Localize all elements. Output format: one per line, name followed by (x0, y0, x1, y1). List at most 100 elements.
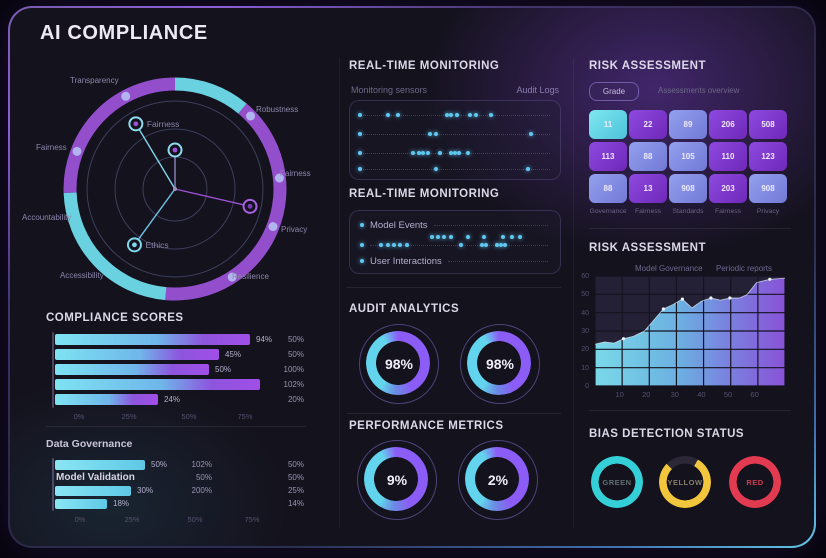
row-bullet-icon (360, 243, 364, 247)
audit-gauge: 98% (460, 324, 540, 404)
event-dot (358, 151, 363, 155)
scatter-row-line (360, 134, 550, 135)
section-divider (347, 413, 561, 414)
monitoring-heading-2: REAL-TIME MONITORING (349, 188, 500, 200)
risk-column-label: Fairness (634, 208, 662, 215)
compliance-y-axis (52, 332, 54, 408)
governance-y-axis (52, 458, 54, 511)
compliance-bar (55, 334, 250, 345)
monitoring-heading-1: REAL-TIME MONITORING (349, 60, 500, 72)
risk-tile[interactable]: 908 (749, 174, 787, 203)
event-dot (398, 243, 403, 247)
area-x-tick: 10 (615, 390, 624, 399)
risk-tile[interactable]: 113 (589, 142, 627, 171)
performance-gauge: 2% (458, 440, 538, 520)
scatter-row-line (360, 169, 550, 170)
audit-logs-link[interactable]: Audit Logs (516, 85, 559, 95)
compliance-bar (55, 364, 209, 375)
risk-column-label: Fairness (714, 208, 742, 215)
event-dot (379, 243, 384, 247)
compliance-bar-value: 94% (256, 335, 273, 344)
event-dot (421, 151, 426, 155)
section-divider (46, 426, 306, 427)
section-divider (347, 287, 561, 288)
event-row-label: User Interactions (370, 255, 442, 267)
dotted-leader (433, 224, 548, 226)
risk-column-label: Standards (672, 208, 704, 215)
event-dot (444, 113, 449, 117)
risk-tile[interactable]: 908 (669, 174, 707, 203)
risk-column-label: Privacy (756, 208, 780, 215)
event-dot (392, 243, 396, 247)
event-dot (448, 113, 453, 117)
bias-ring-yellow (659, 456, 711, 508)
monitoring-subtitle: Monitoring sensors (351, 85, 428, 95)
risk-tile[interactable]: 88 (629, 142, 667, 171)
event-row-label: Model Events (370, 219, 428, 231)
risk-tile[interactable]: 105 (669, 142, 707, 171)
event-dot (452, 151, 457, 155)
event-dot (358, 132, 363, 136)
compliance-row-percent: 100% (283, 365, 304, 374)
gauge-ring (467, 331, 531, 395)
event-dot (396, 113, 401, 117)
event-dot (434, 167, 438, 171)
dotted-leader (447, 260, 548, 262)
event-dot (459, 243, 464, 247)
risk-subtitle: Assessments overview (658, 86, 740, 95)
bias-detection-heading: BIAS DETECTION STATUS (589, 428, 745, 440)
compliance-row-percent: 50% (287, 335, 304, 344)
risk-tile[interactable]: 123 (749, 142, 787, 171)
compliance-bar (55, 349, 219, 360)
risk-tile[interactable]: 11 (589, 110, 627, 139)
event-dot (501, 235, 506, 239)
risk-tile[interactable]: 13 (629, 174, 667, 203)
grade-badge[interactable]: Grade (589, 82, 639, 101)
compliance-row-percent: 50% (287, 350, 304, 359)
audit-gauge-value: 98% (485, 356, 515, 372)
risk-tile[interactable]: 508 (749, 110, 787, 139)
risk-tile[interactable]: 22 (629, 110, 667, 139)
compliance-row-percent: 102% (283, 380, 304, 389)
row-bullet-icon (360, 259, 364, 263)
event-dot (494, 243, 499, 247)
dashboard-card: AI COMPLIANCE Fairness Ethics Transparenc… (8, 6, 816, 548)
risk-tile[interactable]: 88 (589, 174, 627, 203)
risk-tile[interactable]: 89 (669, 110, 707, 139)
area-y-tick: 50 (581, 291, 589, 299)
risk-assessment-heading-2: RISK ASSESSMENT (589, 242, 706, 254)
dotted-leader (370, 244, 548, 246)
svg-text:Ethics: Ethics (145, 240, 168, 250)
dashboard-surface: AI COMPLIANCE Fairness Ethics Transparenc… (10, 8, 814, 546)
event-dot (528, 132, 533, 136)
section-divider (589, 228, 791, 229)
svg-text:Fairness: Fairness (147, 119, 180, 129)
event-dot (429, 235, 434, 239)
bias-ring-label: YELLOW (667, 477, 703, 487)
performance-metrics-heading: PERFORMANCE METRICS (349, 420, 504, 432)
risk-tile[interactable]: 110 (709, 142, 747, 171)
row-bullet-icon (360, 223, 364, 227)
compliance-row-percent: 20% (287, 395, 304, 404)
page-title: AI COMPLIANCE (40, 22, 208, 44)
gauge-ring (364, 447, 428, 511)
event-dot (436, 235, 441, 239)
event-dot (425, 151, 430, 155)
data-governance-heading: Data Governance (46, 438, 133, 450)
column-divider (339, 58, 340, 528)
risk-area-chart (595, 276, 785, 386)
event-dot (385, 113, 390, 117)
area-y-tick: 40 (581, 309, 589, 317)
event-dot (404, 243, 409, 247)
area-x-tick: 50 (723, 390, 733, 399)
event-dot (457, 151, 462, 155)
event-dot (410, 151, 415, 155)
event-dot (526, 167, 531, 171)
event-dot (480, 243, 485, 247)
risk-tile[interactable]: 203 (709, 174, 747, 203)
event-dot (518, 235, 522, 239)
performance-gauge: 9% (357, 440, 437, 520)
risk-tile[interactable]: 206 (709, 110, 747, 139)
event-dot (482, 235, 487, 239)
event-dot (465, 235, 470, 239)
